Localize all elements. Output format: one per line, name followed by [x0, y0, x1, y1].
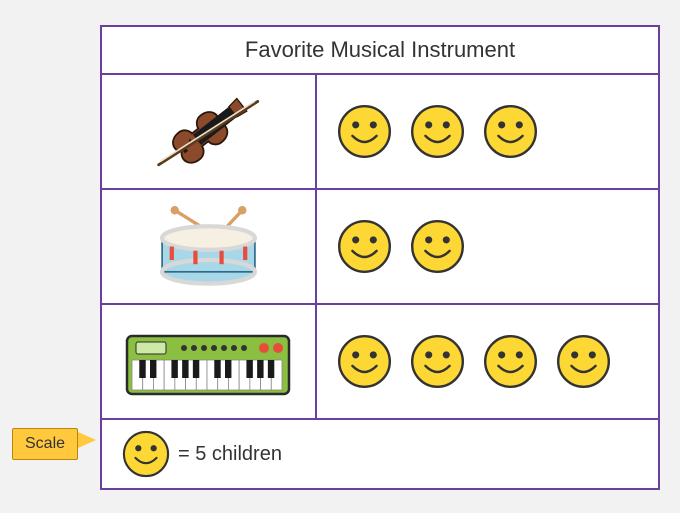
table-row — [102, 190, 658, 305]
smiley-icon — [337, 104, 392, 159]
smiley-icon — [410, 104, 465, 159]
keyboard-icon — [102, 305, 317, 418]
smiley-icon — [410, 219, 465, 274]
scale-callout-label: Scale — [12, 428, 78, 460]
table-row — [102, 75, 658, 190]
table-row — [102, 305, 658, 420]
legend-row: = 5 children — [102, 420, 658, 488]
scale-callout-text: Scale — [25, 435, 65, 452]
scale-callout-pointer — [78, 432, 96, 448]
smiley-icon — [337, 219, 392, 274]
value-cell — [317, 75, 658, 188]
smiley-icon — [483, 334, 538, 389]
title-text: Favorite Musical Instrument — [245, 37, 515, 63]
violin-icon — [102, 75, 317, 188]
legend-smiley-icon — [122, 430, 170, 478]
smiley-icon — [410, 334, 465, 389]
smiley-icon — [556, 334, 611, 389]
pictograph-table: Favorite Musical Instrument — [100, 25, 660, 490]
drum-icon — [102, 190, 317, 303]
smiley-icon — [483, 104, 538, 159]
data-rows — [102, 75, 658, 420]
smiley-icon — [337, 334, 392, 389]
table-title: Favorite Musical Instrument — [102, 27, 658, 75]
legend-text: = 5 children — [178, 443, 282, 466]
value-cell — [317, 190, 658, 303]
value-cell — [317, 305, 658, 418]
